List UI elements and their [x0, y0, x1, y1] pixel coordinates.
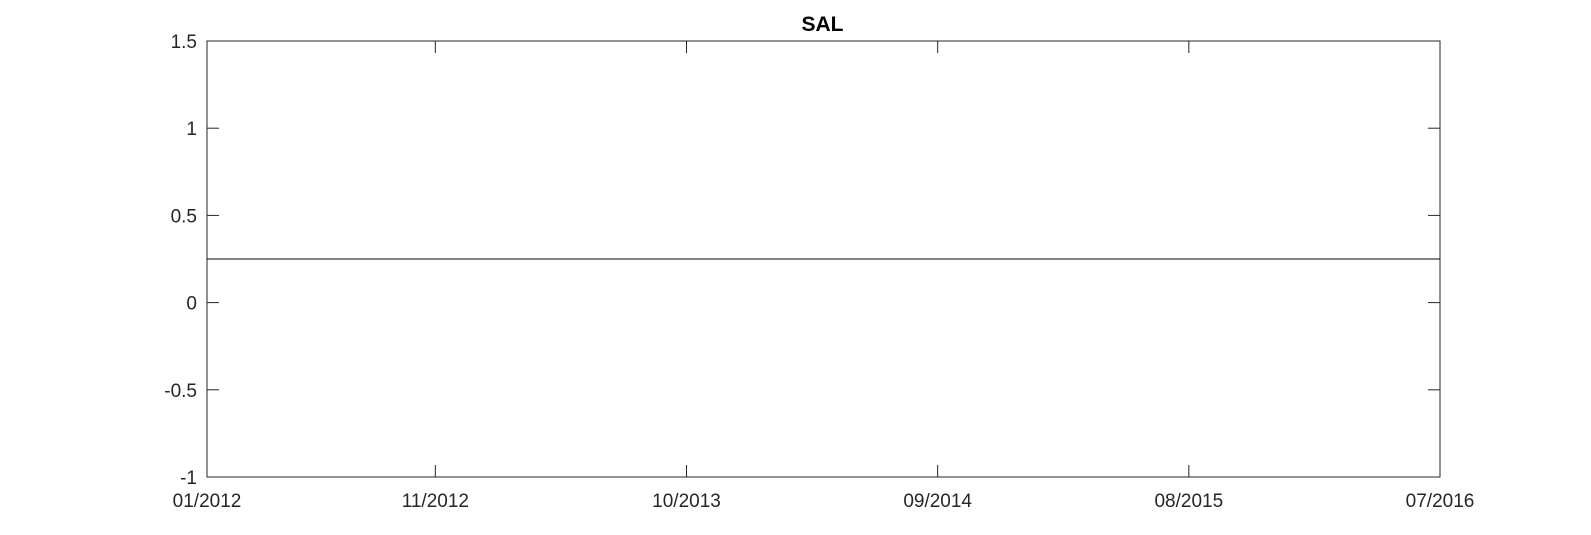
x-tick-label: 08/2015 [1154, 491, 1223, 512]
y-tick-label: -0.5 [164, 381, 197, 402]
chart-title: SAL [802, 13, 844, 36]
x-tick-label: 07/2016 [1406, 491, 1475, 512]
y-tick-label: 1 [186, 119, 197, 140]
x-tick-label: 01/2012 [173, 491, 242, 512]
y-tick-label: -1 [180, 468, 197, 489]
y-axis: 1.5 1 0.5 0 -0.5 -1 [164, 32, 1440, 489]
x-axis: 01/2012 11/2012 10/2013 09/2014 08/2015 07/20… [173, 41, 1475, 512]
y-tick-label: 0.5 [171, 206, 197, 227]
x-tick-label: 11/2012 [402, 491, 469, 512]
x-tick-label: 10/2013 [652, 491, 721, 512]
x-tick-label: 09/2014 [903, 491, 972, 512]
y-tick-label: 1.5 [171, 32, 197, 53]
y-tick-label: 0 [186, 294, 197, 315]
